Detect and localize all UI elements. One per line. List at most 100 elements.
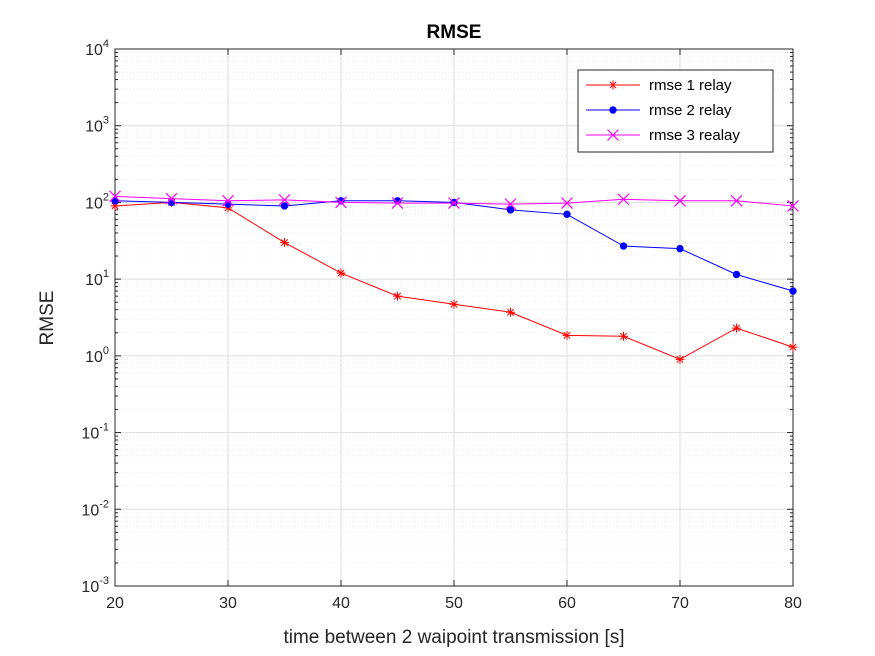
marker-stroke [674,194,686,207]
series-layer [109,190,799,364]
y-tick-exponent: 4 [103,38,109,50]
y-tick-exponent: 2 [103,191,109,203]
data-point [789,287,797,295]
y-tick-label: 10-2 [81,498,109,519]
data-point [222,194,234,207]
series-3 [109,190,799,212]
marker-stroke [561,197,573,210]
x-tick-label: 80 [784,595,802,612]
y-tick-label: 101 [85,268,109,289]
x-tick-label: 50 [445,595,463,612]
axis-ticks [114,48,794,587]
data-point [449,299,459,309]
data-point [448,197,460,210]
marker-stroke [676,355,684,363]
data-point [336,268,346,278]
y-tick-label: 103 [85,115,109,136]
y-tick-label: 10-1 [81,422,109,443]
x-tick-label: 30 [219,595,237,612]
y-tick-base: 10 [81,426,99,443]
x-axis-title: time between 2 waipoint transmission [s] [283,627,624,648]
data-point [732,323,741,333]
y-tick-exponent: 1 [103,268,109,280]
y-tick-exponent: -1 [99,422,109,434]
data-point [787,200,799,212]
y-tick-exponent: -2 [99,498,109,510]
marker-stroke [393,292,402,300]
legend-item: rmse 3 realay [586,127,740,144]
marker-stroke [165,192,178,205]
y-tick-exponent: -3 [99,575,109,587]
y-tick-base: 10 [85,119,103,136]
marker-stroke [609,81,617,89]
data-point [675,354,685,364]
data-point [732,270,741,279]
marker-stroke [789,343,797,351]
y-tick-base: 10 [85,195,103,212]
data-point [393,291,402,301]
data-point [676,244,684,253]
x-tick-label: 70 [671,595,689,612]
data-point [562,330,572,340]
marker-stroke [730,194,743,207]
marker-stroke [222,194,234,207]
y-tick-base: 10 [85,272,103,289]
marker-stroke [732,324,741,332]
x-tick-label: 60 [558,595,576,612]
marker-stroke [391,197,404,210]
data-point [165,192,178,205]
marker-stroke [607,129,619,141]
y-tick-exponent: 3 [103,115,109,127]
data-point [563,210,571,219]
marker-stroke [563,331,571,339]
marker-stroke [109,190,121,203]
legend-marker [609,106,617,114]
data-point [335,196,347,209]
y-tick-base: 10 [81,502,99,519]
marker-stroke [450,300,458,308]
y-tick-label: 10-3 [81,575,109,596]
data-point [393,197,402,205]
y-axis-title: RMSE [37,291,58,346]
data-point [280,202,289,210]
x-tick-labels: 20 30 40 50 60 70 80 [106,595,802,612]
x-tick-label: 20 [106,595,124,612]
legend-item: rmse 1 relay [586,77,732,94]
legend: rmse 1 relay rmse 2 relay rmse 3 realay [577,69,774,153]
y-tick-base: 10 [81,579,99,596]
data-point [506,206,515,214]
marker-stroke [335,196,347,209]
marker-stroke [504,198,517,211]
data-point [619,242,628,250]
data-point [619,331,628,341]
data-point [617,193,630,206]
chart-title: RMSE [427,22,482,43]
marker-stroke [337,269,345,277]
data-point [506,307,515,317]
data-point [224,200,232,208]
series-1 [110,197,798,364]
data-point [391,197,404,210]
y-tick-label: 100 [85,345,109,366]
marker-stroke [448,197,460,210]
data-point [730,194,743,207]
data-point [788,342,798,352]
y-tick-label: 102 [85,191,109,212]
data-point [109,190,121,203]
marker-stroke [278,193,291,206]
legend-label: rmse 1 relay [649,77,732,94]
legend-label: rmse 3 realay [649,127,740,144]
y-tick-base: 10 [85,349,103,366]
legend-marker [607,129,619,141]
y-tick-base: 10 [85,42,103,59]
legend-marker [608,80,618,90]
x-tick-label: 40 [332,595,350,612]
data-point [278,193,291,206]
data-point [674,194,686,207]
marker-stroke [506,308,515,316]
data-point [504,198,517,211]
legend-label: rmse 2 relay [649,102,732,119]
marker-stroke [787,200,799,212]
